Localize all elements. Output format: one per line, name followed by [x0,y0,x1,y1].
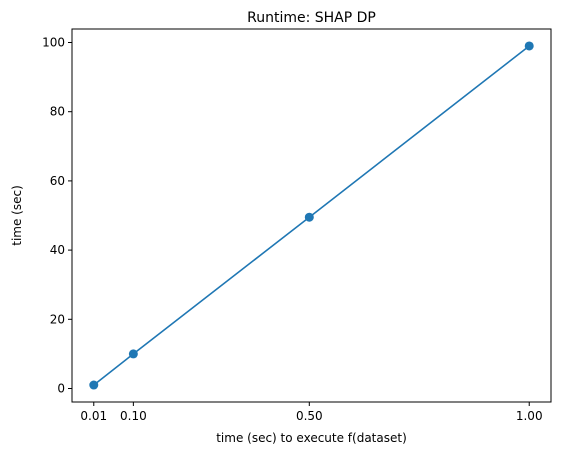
plot-series [89,41,534,390]
series-line [93,45,530,386]
y-axis-ticks: 0 20 40 60 80 100 [42,35,72,396]
data-point [128,349,138,359]
x-tick-label: 1.00 [516,409,543,423]
x-tick-label: 0.50 [296,409,323,423]
x-tick-label: 0.01 [80,409,107,423]
x-axis-label: time (sec) to execute f(dataset) [216,431,407,445]
y-tick-label: 40 [50,243,65,257]
data-point [89,380,99,390]
y-tick-label: 80 [50,105,65,119]
y-axis-label: time (sec) [10,185,24,246]
y-tick-label: 0 [57,382,65,396]
y-tick-label: 60 [50,174,65,188]
data-point [304,212,314,222]
chart-title: Runtime: SHAP DP [247,10,376,26]
y-tick-label: 20 [50,312,65,326]
x-axis-ticks: 0.01 0.10 0.50 1.00 [80,402,543,423]
x-tick-label: 0.10 [120,409,147,423]
y-tick-label: 100 [42,35,65,49]
plot-frame [71,28,552,403]
data-point [524,41,534,51]
